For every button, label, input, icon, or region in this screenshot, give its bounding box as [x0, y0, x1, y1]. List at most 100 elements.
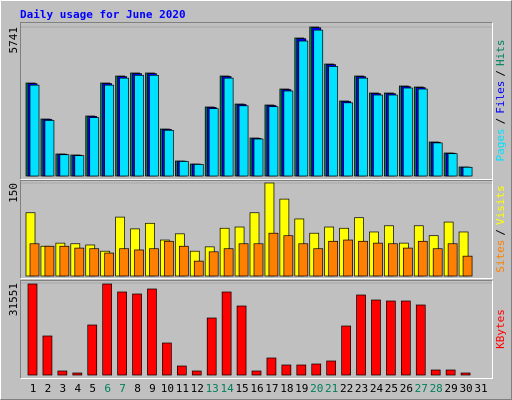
- bar: [373, 242, 383, 277]
- bar: [178, 161, 189, 177]
- bar: [460, 372, 471, 376]
- panel-bevel-light: [20, 280, 493, 379]
- bar: [89, 248, 100, 277]
- x-tick-label: 28: [430, 382, 443, 395]
- bar: [447, 153, 458, 177]
- bar: [311, 363, 322, 376]
- x-tick-label: 4: [74, 382, 81, 395]
- bar: [134, 249, 144, 277]
- bar: [176, 365, 187, 376]
- panel-bevel-dark: [20, 180, 493, 279]
- bar: [432, 248, 443, 277]
- bar: [72, 372, 83, 376]
- bar: [208, 251, 219, 277]
- bar: [238, 105, 249, 177]
- bar: [44, 245, 55, 277]
- x-tick-label: 29: [445, 382, 458, 395]
- x-tick-label: 26: [400, 382, 413, 395]
- x-tick-label: 8: [134, 382, 141, 395]
- chart-title: Daily usage for June 2020: [20, 8, 186, 21]
- y-tick-label: 150: [7, 183, 20, 203]
- panel-bevel-light: [20, 22, 493, 180]
- panel-bevel-dark: [20, 22, 493, 180]
- bar: [388, 94, 398, 177]
- legend-separator: /: [494, 70, 507, 77]
- bar: [462, 166, 473, 177]
- legend-separator: /: [494, 229, 507, 236]
- bar: [432, 142, 443, 177]
- bar: [417, 88, 428, 177]
- bar: [445, 369, 456, 376]
- bar: [400, 300, 411, 376]
- x-tick-label: 27: [415, 382, 428, 395]
- bar: [296, 364, 307, 376]
- x-tick-label: 1: [30, 382, 37, 395]
- x-tick-label: 21: [325, 382, 338, 395]
- bar: [206, 317, 217, 376]
- bar: [356, 294, 366, 376]
- x-tick-label: 25: [385, 382, 398, 395]
- x-tick-label: 31: [474, 382, 487, 395]
- x-tick-label: 5: [89, 382, 96, 395]
- legend-entry: Files: [494, 81, 507, 114]
- bar: [358, 77, 368, 177]
- legend: Pages / Files / Hits: [494, 40, 507, 162]
- x-tick-label: 23: [355, 382, 368, 395]
- bar: [283, 235, 294, 277]
- y-tick-label: 31551: [7, 283, 20, 316]
- bar: [89, 117, 100, 177]
- bar: [328, 66, 339, 177]
- bar: [386, 300, 396, 376]
- bar: [417, 240, 428, 277]
- bar: [193, 164, 204, 177]
- bar: [266, 357, 277, 376]
- legend: KBytes: [494, 309, 507, 349]
- x-tick-label: 14: [221, 382, 235, 395]
- legend-entry: Sites: [494, 240, 507, 273]
- legend-entry: Hits: [494, 40, 507, 67]
- bar: [119, 248, 129, 277]
- bar: [236, 305, 247, 376]
- bar: [402, 247, 413, 277]
- x-tick-label: 22: [340, 382, 353, 395]
- bar: [193, 260, 204, 277]
- bar: [223, 77, 234, 177]
- legend-separator: /: [494, 118, 507, 125]
- x-tick-label: 17: [265, 382, 278, 395]
- bar: [238, 243, 249, 277]
- x-tick-label: 10: [161, 382, 174, 395]
- bar: [298, 243, 309, 277]
- bar: [147, 288, 157, 376]
- x-tick-label: 19: [295, 382, 308, 395]
- bar: [251, 370, 262, 376]
- x-tick-label: 20: [310, 382, 323, 395]
- x-tick-label: 30: [459, 382, 472, 395]
- bar: [313, 29, 324, 177]
- bar: [149, 74, 159, 177]
- x-tick-label: 24: [370, 382, 384, 395]
- panel-bevel-dark: [20, 280, 493, 379]
- x-tick-label: 9: [149, 382, 156, 395]
- bar: [102, 283, 113, 376]
- bar: [221, 291, 232, 376]
- bar: [87, 324, 98, 376]
- bar: [74, 155, 85, 177]
- bar: [268, 106, 279, 177]
- bar: [402, 87, 413, 177]
- bar: [208, 108, 219, 177]
- bar: [27, 283, 38, 376]
- bar: [104, 252, 115, 277]
- bar: [134, 74, 144, 177]
- bar: [29, 84, 40, 177]
- bar: [373, 94, 383, 177]
- panel-bevel-light: [20, 180, 493, 279]
- bar: [253, 243, 264, 277]
- bar: [59, 245, 70, 277]
- bar: [178, 245, 189, 277]
- bar: [149, 248, 159, 277]
- bar: [164, 240, 174, 277]
- bar: [253, 138, 264, 177]
- bar: [164, 129, 174, 177]
